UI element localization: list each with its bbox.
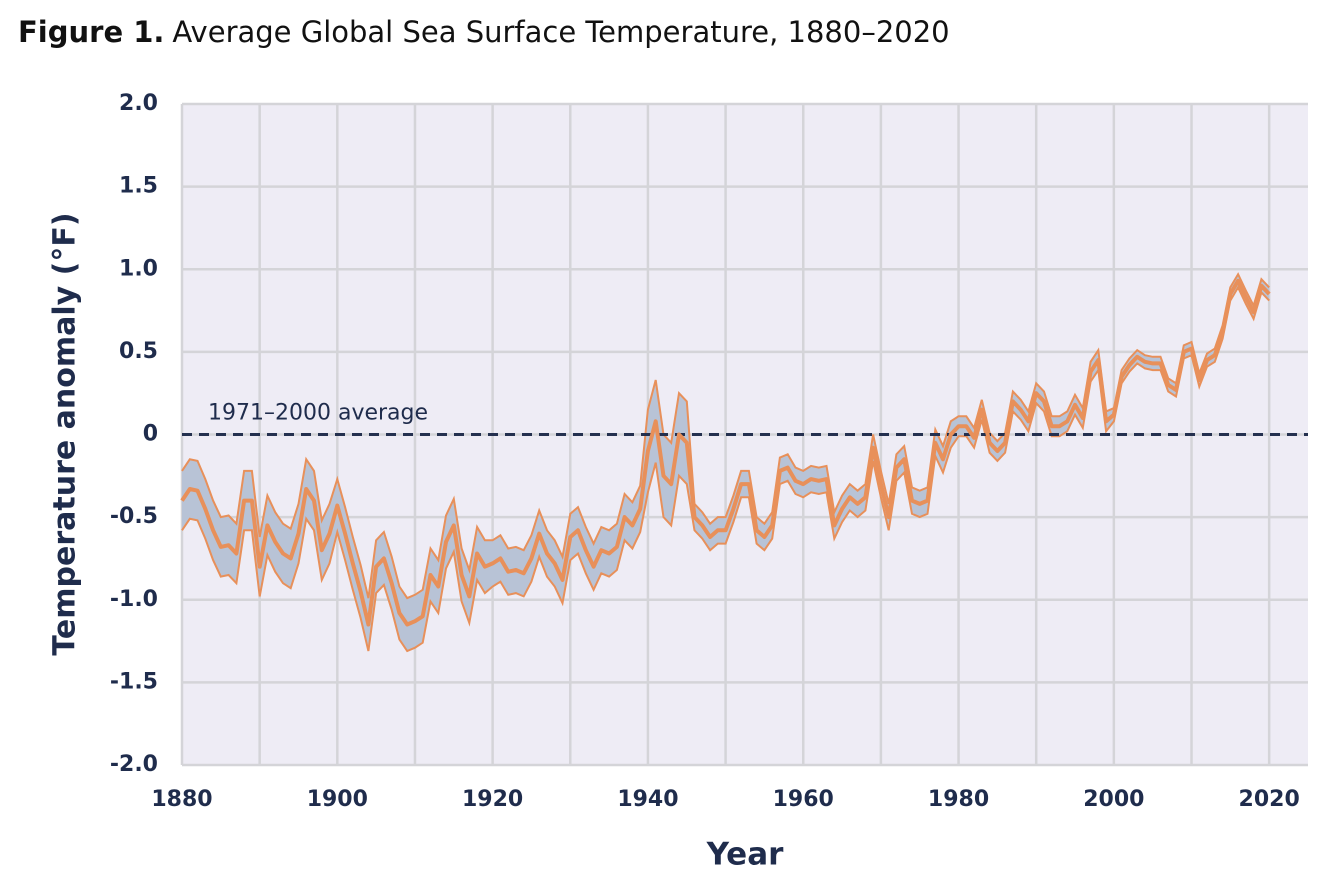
x-tick-label: 2000 [1083, 787, 1144, 812]
x-tick-label: 1920 [462, 787, 523, 812]
y-tick-label: 2.0 [119, 91, 158, 116]
x-axis-label: Year [706, 837, 785, 873]
y-tick-label: -0.5 [110, 504, 158, 529]
y-tick-label: -2.0 [110, 752, 158, 777]
title-text: Average Global Sea Surface Temperature, … [172, 15, 949, 49]
y-tick-label: 1.0 [119, 256, 158, 281]
x-tick-label: 1960 [773, 787, 834, 812]
x-tick-label: 1940 [617, 787, 678, 812]
reference-label: 1971–2000 average [208, 401, 428, 426]
y-axis-label: Temperature anomaly (°F) [48, 212, 83, 655]
x-tick-label: 1900 [307, 787, 368, 812]
y-tick-label: 0 [143, 422, 158, 447]
temperature-line [180, 278, 1271, 627]
x-tick-label: 2020 [1239, 787, 1300, 812]
y-tick-label: 0.5 [119, 339, 158, 364]
chart-title: Figure 1. Average Global Sea Surface Temp… [18, 15, 950, 49]
x-tick-label: 1980 [928, 787, 989, 812]
y-tick-label: -1.0 [110, 587, 158, 612]
y-tick-label: 1.5 [119, 174, 158, 199]
y-tick-label: -1.5 [110, 669, 158, 694]
figure-label: Figure 1. [18, 15, 164, 49]
x-tick-label: 1880 [151, 787, 212, 812]
